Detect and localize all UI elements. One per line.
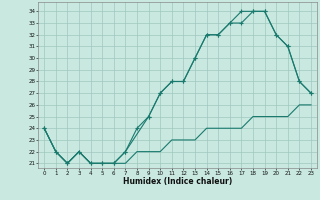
X-axis label: Humidex (Indice chaleur): Humidex (Indice chaleur) [123,177,232,186]
